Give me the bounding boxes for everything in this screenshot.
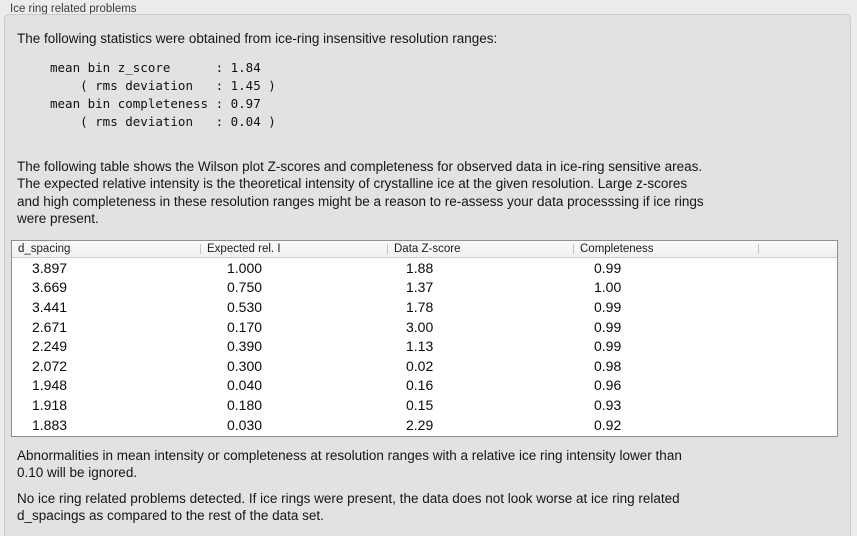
table-cell: 0.99: [594, 259, 622, 276]
stats-intro-text: The following statistics were obtained f…: [17, 31, 498, 46]
table-cell: 0.92: [594, 416, 622, 433]
table-cell: 1.948: [32, 377, 68, 394]
table-cell: 1.37: [406, 279, 434, 296]
table-row[interactable]: 2.072 0.300 0.02 0.98: [12, 356, 837, 376]
ice-ring-table[interactable]: d_spacing Expected rel. I Data Z-score Comp…: [11, 240, 838, 437]
table-cell: 1.00: [594, 279, 622, 296]
table-cell: 0.96: [594, 377, 622, 394]
column-header-d-spacing[interactable]: d_spacing: [12, 241, 201, 257]
column-header-expected-rel-i[interactable]: Expected rel. I: [201, 241, 388, 257]
table-cell: 1.78: [406, 298, 434, 315]
table-cell: 3.669: [32, 279, 68, 296]
table-cell: 2.072: [32, 357, 68, 374]
table-cell: 1.918: [32, 396, 68, 413]
table-row[interactable]: 3.897 1.000 1.88 0.99: [12, 258, 837, 278]
table-row[interactable]: 1.883 0.030 2.29 0.92: [12, 415, 837, 435]
table-cell: 2.29: [406, 416, 434, 433]
table-cell: 0.93: [594, 396, 622, 413]
groupbox-body: The following statistics were obtained f…: [4, 14, 851, 536]
table-cell: 0.300: [227, 357, 263, 374]
table-row[interactable]: 1.948 0.040 0.16 0.96: [12, 376, 837, 396]
table-cell: 1.88: [406, 259, 434, 276]
table-cell: 0.99: [594, 338, 622, 355]
table-row[interactable]: 2.671 0.170 3.00 0.99: [12, 317, 837, 337]
table-cell: 0.16: [406, 377, 434, 394]
table-cell: 0.99: [594, 318, 622, 335]
table-cell: 3.897: [32, 259, 68, 276]
ignore-rule-text: Abnormalities in mean intensity or compl…: [17, 448, 682, 481]
table-cell: 0.02: [406, 357, 434, 374]
table-cell: 0.750: [227, 279, 263, 296]
table-cell: 3.441: [32, 298, 68, 315]
table-row[interactable]: 1.918 0.180 0.15 0.93: [12, 395, 837, 415]
groupbox-title: Ice ring related problems: [10, 3, 137, 15]
table-cell: 2.671: [32, 318, 68, 335]
table-cell: 1.000: [227, 259, 263, 276]
table-cell: 0.98: [594, 357, 622, 374]
table-body: 3.897 1.000 1.88 0.99 3.669 0.750 1.37 1.00 3.44…: [12, 258, 837, 434]
table-row[interactable]: 3.441 0.530 1.78 0.99: [12, 297, 837, 317]
table-cell: 0.530: [227, 298, 263, 315]
table-header-row: d_spacing Expected rel. I Data Z-score Comp…: [12, 241, 837, 258]
table-description-text: The following table shows the Wilson plo…: [17, 159, 704, 227]
table-cell: 0.15: [406, 396, 434, 413]
table-cell: 1.883: [32, 416, 68, 433]
table-cell: 1.13: [406, 338, 434, 355]
table-cell: 0.390: [227, 338, 263, 355]
table-cell: 0.180: [227, 396, 263, 413]
column-header-completeness[interactable]: Completeness: [574, 241, 759, 257]
table-cell: 0.99: [594, 298, 622, 315]
column-header-data-z-score[interactable]: Data Z-score: [388, 241, 574, 257]
table-cell: 0.040: [227, 377, 263, 394]
table-cell: 0.170: [227, 318, 263, 335]
table-cell: 2.249: [32, 338, 68, 355]
stats-values-block: mean bin z_score : 1.84 ( rms deviation …: [50, 60, 276, 129]
conclusion-text: No ice ring related problems detected. I…: [17, 491, 680, 524]
table-cell: 0.030: [227, 416, 263, 433]
table-cell: 3.00: [406, 318, 434, 335]
table-row[interactable]: 2.249 0.390 1.13 0.99: [12, 336, 837, 356]
column-header-filler: [759, 241, 837, 257]
table-row[interactable]: 3.669 0.750 1.37 1.00: [12, 278, 837, 298]
